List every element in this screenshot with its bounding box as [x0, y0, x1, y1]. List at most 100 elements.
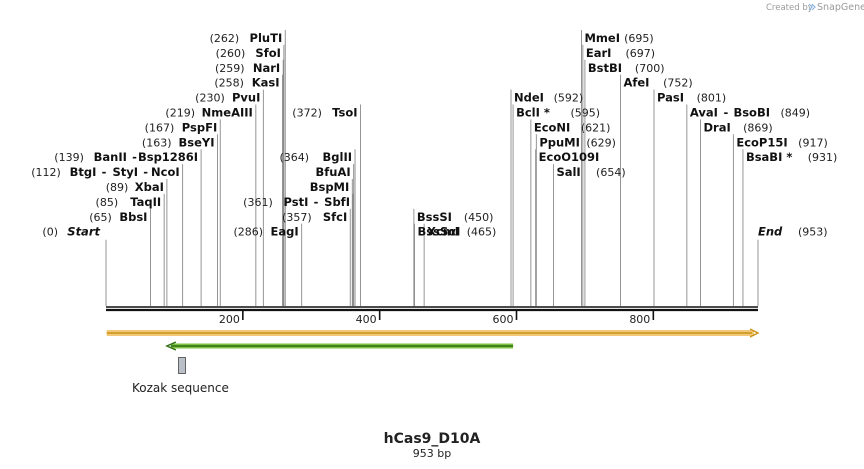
- site-label-sali: SalI: [556, 165, 580, 179]
- site-label-sfoi: SfoI: [255, 46, 280, 60]
- site-pos-pluti: (262): [210, 32, 240, 45]
- site-label-ppumi: PpuMI: [539, 135, 580, 149]
- ruler-tick-label-800: 800: [629, 313, 650, 326]
- site-label-pluti: PluTI: [250, 31, 283, 45]
- site-label-bspmi: BspMI: [310, 180, 350, 194]
- feature-primer-arrowhead: [165, 341, 177, 351]
- site-pos-ndei: (592): [554, 92, 584, 105]
- site-pos-econi: (621): [581, 121, 611, 134]
- site-pos-drai: (869): [743, 121, 773, 134]
- site-label-bseyi: BseYI: [178, 135, 214, 149]
- site-label-pvui: PvuI: [232, 91, 260, 105]
- end-pos: (953): [798, 226, 828, 239]
- site-sep: -: [102, 165, 107, 179]
- site-pos-bbsi: (65): [89, 211, 112, 224]
- start-label: Start: [67, 225, 100, 239]
- site-label-kasi: KasI: [252, 76, 280, 90]
- ruler-tick-label-600: 600: [492, 313, 513, 326]
- site-label-banii: BanII: [94, 150, 127, 164]
- site-label-btgi: BtgI: [70, 165, 97, 179]
- site-label-drai: DraI: [704, 120, 731, 134]
- site-pos-pvui: (230): [195, 92, 225, 105]
- site-pos-nari: (259): [215, 62, 245, 75]
- watermark-brand: SnapGene: [817, 2, 864, 13]
- site-label-ecop15i: EcoP15I: [736, 135, 787, 149]
- site-label-pspfi: PspFI: [182, 120, 217, 134]
- site-label-sfci: SfcI: [323, 210, 347, 224]
- site-label-nari: NarI: [253, 61, 280, 75]
- site-sep: -: [132, 150, 137, 164]
- features: Kozak sequence: [106, 328, 760, 395]
- site-pos-nmeaiii: (219): [165, 107, 195, 120]
- site-sep: -: [314, 195, 319, 209]
- site-label-eagi: EagI: [271, 225, 299, 239]
- sequence-ruler: [106, 306, 758, 312]
- site-label-eari: EarI: [586, 46, 612, 60]
- site-label-xbai: XbaI: [135, 180, 164, 194]
- site-label-bcli: BclI *: [516, 106, 550, 120]
- site-leaders: [105, 30, 759, 306]
- site-pos-bseyi: (163): [142, 136, 172, 149]
- site-pos-mmei: (695): [624, 32, 654, 45]
- site-label-avai: AvaI: [690, 106, 718, 120]
- site-label-tsoi: TsoI: [332, 106, 357, 120]
- site-pos-bsabi: (931): [808, 151, 838, 164]
- site-pos-bcli: (595): [570, 107, 600, 120]
- site-pos-eari: (697): [625, 47, 655, 60]
- watermark-prefix: Created by: [766, 3, 813, 13]
- site-pos-sfoi: (260): [216, 47, 246, 60]
- ruler-ticks: 200 400 600 800: [219, 311, 655, 326]
- ruler-tick-label-200: 200: [219, 313, 240, 326]
- site-pos-xbai: (89): [106, 181, 129, 194]
- site-label-xcmi: XcmI: [427, 225, 459, 239]
- site-label-bsssi: BssSI: [417, 210, 452, 224]
- site-label-ndei: NdeI: [514, 91, 544, 105]
- feature-cds-arrowhead: [749, 328, 760, 338]
- watermark: Created by SnapGene: [766, 2, 864, 13]
- site-label-bbsi: BbsI: [119, 210, 147, 224]
- site-label-pasi: PasI: [657, 91, 684, 105]
- site-pos-bsssi: (450): [464, 211, 494, 224]
- site-pos-eagi: (286): [233, 226, 263, 239]
- site-label-bsss-i: BssSαI: [418, 225, 461, 239]
- site-pos-kasi: (258): [214, 77, 244, 90]
- site-pos-psti: (361): [243, 196, 273, 209]
- site-label-nmeaiii: NmeAIII: [202, 106, 253, 120]
- sequence-length: 953 bp: [413, 447, 451, 460]
- snapgene-logo-icon: [808, 3, 816, 11]
- site-pos-ecop15i: (917): [798, 136, 828, 149]
- site-pos-afei: (752): [663, 77, 693, 90]
- feature-kozak-box: [178, 357, 186, 374]
- site-sep: -: [723, 106, 728, 120]
- site-label-ecoo109i: EcoO109I: [539, 150, 600, 164]
- site-pos-sali: (654): [596, 166, 626, 179]
- site-label-bsabi: BsaBI *: [746, 150, 792, 164]
- site-pos-taqii: (85): [96, 196, 119, 209]
- site-label-afei: AfeI: [623, 76, 649, 90]
- site-label-bfuai: BfuAI: [316, 165, 351, 179]
- site-pos-ppumi: (629): [586, 136, 616, 149]
- site-label-econi: EcoNI: [534, 120, 570, 134]
- start-pos: (0): [42, 226, 58, 239]
- site-label-bsobi: BsoBI: [733, 106, 770, 120]
- site-label-ncoi: NcoI: [151, 165, 180, 179]
- end-label: End: [758, 225, 783, 239]
- site-label-bglii: BglII: [323, 150, 353, 164]
- feature-kozak-label: Kozak sequence: [132, 381, 229, 395]
- site-label-mmei: MmeI: [584, 31, 620, 45]
- site-pos-bglii: (364): [279, 151, 309, 164]
- site-pos-sfci: (357): [282, 211, 312, 224]
- site-labels: PluTI (262) SfoI (260) NarI (259) KasI (258)Pvu…: [31, 31, 837, 239]
- site-pos-tsoi: (372): [292, 107, 322, 120]
- site-label-sbfi: SbfI: [324, 195, 350, 209]
- site-pos-avai: (849): [780, 107, 810, 120]
- site-label-psti: PstI: [284, 195, 309, 209]
- site-pos-banii: (139): [54, 151, 84, 164]
- site-label-styi: StyI: [112, 165, 138, 179]
- site-pos-btgi: (112): [31, 166, 61, 179]
- ruler-tick-label-400: 400: [356, 313, 377, 326]
- site-label-bstbi: BstBI: [588, 61, 622, 75]
- site-sep: -: [143, 165, 148, 179]
- site-pos-xcmi: (465): [467, 226, 497, 239]
- site-pos-pspfi: (167): [145, 121, 175, 134]
